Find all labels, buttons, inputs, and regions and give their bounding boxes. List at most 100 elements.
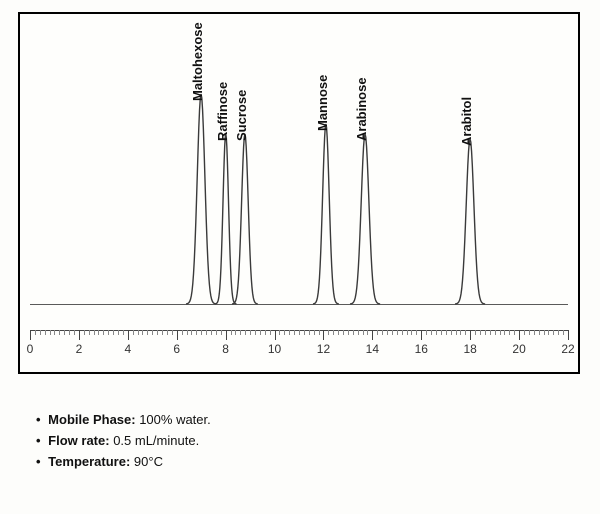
axis-tick-minor (563, 330, 564, 335)
axis-tick-minor (558, 330, 559, 335)
note-key: Flow rate: (45, 433, 110, 448)
axis-tick-minor (265, 330, 266, 335)
axis-tick-minor (89, 330, 90, 335)
axis-tick-major (372, 330, 373, 340)
axis-tick-minor (348, 330, 349, 335)
axis-tick-label: 4 (124, 342, 131, 356)
axis-tick-minor (211, 330, 212, 335)
axis-tick-minor (509, 330, 510, 335)
axis-tick-minor (441, 330, 442, 335)
peak (186, 94, 216, 304)
axis-tick-minor (446, 330, 447, 335)
axis-tick-minor (84, 330, 85, 335)
axis-tick-minor (221, 330, 222, 335)
axis-tick-minor (231, 330, 232, 335)
axis-tick-minor (553, 330, 554, 335)
axis-tick-minor (196, 330, 197, 335)
peak-label: Raffinose (215, 82, 230, 141)
axis-tick-major (79, 330, 80, 340)
x-axis: 0246810121416182022 (30, 330, 568, 364)
baseline (30, 304, 568, 305)
note-line: • Mobile Phase: 100% water. (36, 412, 211, 427)
axis-tick-minor (167, 330, 168, 335)
axis-tick-minor (431, 330, 432, 335)
axis-tick-minor (529, 330, 530, 335)
note-value: 90°C (130, 454, 163, 469)
note-line: • Flow rate: 0.5 mL/minute. (36, 433, 211, 448)
axis-tick-minor (74, 330, 75, 335)
axis-tick-minor (289, 330, 290, 335)
axis-tick-minor (358, 330, 359, 335)
axis-tick-major (275, 330, 276, 340)
axis-tick-minor (45, 330, 46, 335)
axis-tick-minor (397, 330, 398, 335)
peak-label: Arabitol (459, 97, 474, 146)
axis-tick-minor (436, 330, 437, 335)
axis-tick-minor (460, 330, 461, 335)
peak-label: Mannose (315, 75, 330, 131)
axis-tick-minor (138, 330, 139, 335)
axis-tick-minor (426, 330, 427, 335)
axis-tick-minor (465, 330, 466, 335)
axis-tick-minor (338, 330, 339, 335)
axis-tick-minor (103, 330, 104, 335)
axis-tick-minor (142, 330, 143, 335)
axis-tick-major (226, 330, 227, 340)
page: 0246810121416182022 MaltohexoseRaffinose… (0, 0, 600, 514)
axis-tick-minor (456, 330, 457, 335)
axis-tick-minor (411, 330, 412, 335)
axis-tick-major (30, 330, 31, 340)
peak-label: Maltohexose (190, 22, 205, 101)
axis-tick-minor (54, 330, 55, 335)
axis-tick-minor (451, 330, 452, 335)
axis-tick-minor (309, 330, 310, 335)
bullet-icon: • (36, 412, 41, 427)
axis-tick-minor (279, 330, 280, 335)
axis-tick-minor (98, 330, 99, 335)
axis-tick-major (568, 330, 569, 340)
chromatogram-frame: 0246810121416182022 MaltohexoseRaffinose… (18, 12, 580, 374)
axis-tick-minor (260, 330, 261, 335)
axis-tick-minor (500, 330, 501, 335)
axis-tick-minor (64, 330, 65, 335)
note-key: Mobile Phase: (45, 412, 136, 427)
axis-tick-major (421, 330, 422, 340)
axis-tick-minor (250, 330, 251, 335)
axis-tick-minor (304, 330, 305, 335)
axis-tick-minor (157, 330, 158, 335)
axis-tick-minor (284, 330, 285, 335)
axis-tick-label: 8 (222, 342, 229, 356)
axis-tick-minor (108, 330, 109, 335)
axis-tick-label: 6 (173, 342, 180, 356)
axis-tick-minor (50, 330, 51, 335)
axis-tick-major (177, 330, 178, 340)
axis-tick-label: 22 (561, 342, 574, 356)
axis-tick-minor (377, 330, 378, 335)
axis-tick-minor (294, 330, 295, 335)
axis-tick-minor (314, 330, 315, 335)
note-line: • Temperature: 90°C (36, 454, 211, 469)
axis-tick-minor (94, 330, 95, 335)
axis-tick-minor (319, 330, 320, 335)
axis-tick-minor (387, 330, 388, 335)
axis-tick-minor (172, 330, 173, 335)
peak (455, 139, 485, 304)
axis-tick-minor (240, 330, 241, 335)
axis-tick-minor (544, 330, 545, 335)
axis-tick-label: 14 (366, 342, 379, 356)
axis-tick-minor (270, 330, 271, 335)
axis-tick-minor (59, 330, 60, 335)
axis-tick-minor (480, 330, 481, 335)
axis-tick-minor (40, 330, 41, 335)
axis-tick-minor (35, 330, 36, 335)
axis-tick-minor (407, 330, 408, 335)
axis-tick-minor (69, 330, 70, 335)
axis-tick-minor (402, 330, 403, 335)
bullet-icon: • (36, 454, 41, 469)
axis-tick-minor (524, 330, 525, 335)
axis-tick-minor (245, 330, 246, 335)
axis-tick-minor (534, 330, 535, 335)
axis-tick-minor (162, 330, 163, 335)
axis-tick-minor (363, 330, 364, 335)
axis-tick-minor (299, 330, 300, 335)
